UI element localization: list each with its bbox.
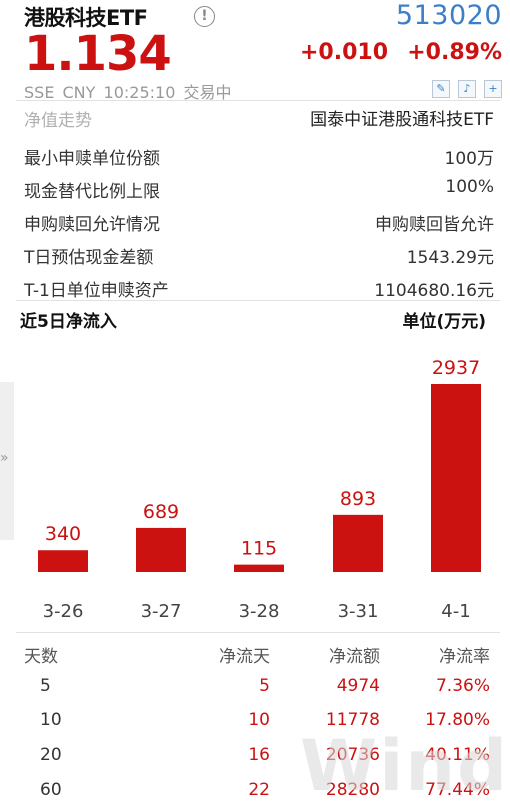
stats-cell-inflow-rate: 7.36% — [435, 676, 490, 696]
row-label-unit-assets: T-1日单位申赎资产 — [24, 281, 169, 301]
flow-unit-label: 单位(万元) — [402, 312, 486, 332]
flow-section-title: 近5日净流入 — [20, 312, 117, 332]
col-header-inflow-rate: 净流率 — [439, 647, 490, 667]
bar-value-label: 115 — [241, 538, 277, 560]
col-header-inflow-amount: 净流额 — [329, 647, 380, 667]
divider — [16, 300, 500, 301]
plus-icon[interactable]: + — [484, 80, 502, 98]
stats-cell-inflow-days: 10 — [248, 710, 270, 730]
row-value-min-unit: 100万 — [444, 149, 494, 169]
stock-code: 513020 — [395, 0, 502, 31]
row-value-cash-ratio: 100% — [445, 177, 494, 197]
row-value-cash-diff: 1543.29元 — [406, 248, 494, 268]
row-label-subscribe-status: 申购赎回允许情况 — [24, 215, 160, 235]
bar-3-26 — [38, 550, 88, 572]
bar-4-1 — [431, 384, 481, 572]
stats-cell-inflow-rate: 77.44% — [425, 780, 490, 800]
bar-value-label: 893 — [340, 488, 376, 510]
price-change: +0.010 — [300, 40, 389, 65]
market-status-line: SSE CNY 10:25:10 交易中 — [24, 83, 232, 102]
bar-3-28 — [234, 564, 284, 572]
wind-watermark: Wind — [300, 725, 510, 807]
stats-cell-inflow-amount: 20736 — [325, 745, 380, 765]
bar-3-27 — [136, 527, 186, 572]
fund-full-name: 国泰中证港股通科技ETF — [310, 110, 494, 130]
stats-cell-days: 5 — [40, 676, 51, 696]
row-value-subscribe-status: 申购赎回皆允许 — [375, 215, 494, 235]
stats-cell-inflow-days: 16 — [248, 745, 270, 765]
stats-cell-days: 20 — [40, 745, 62, 765]
expand-arrow-icon[interactable]: » — [0, 450, 9, 466]
x-tick-label: 4-1 — [441, 601, 470, 622]
stats-cell-inflow-amount: 11778 — [325, 710, 380, 730]
bar-value-label: 689 — [143, 501, 179, 523]
row-value-unit-assets: 1104680.16元 — [374, 281, 494, 301]
nav-trend-link[interactable]: 净值走势 — [24, 111, 92, 131]
stock-name: 港股科技ETF — [24, 6, 148, 30]
divider — [16, 100, 500, 101]
stats-cell-days: 10 — [40, 710, 62, 730]
stats-cell-days: 60 — [40, 780, 62, 800]
stats-cell-inflow-days: 5 — [259, 676, 270, 696]
x-tick-label: 3-31 — [338, 601, 379, 622]
row-label-min-unit: 最小申赎单位份额 — [24, 149, 160, 169]
edit-icon[interactable]: ✎ — [432, 80, 450, 98]
stats-cell-inflow-rate: 40.11% — [425, 745, 490, 765]
stats-cell-inflow-days: 22 — [248, 780, 270, 800]
bar-3-31 — [333, 514, 383, 572]
info-circle-icon[interactable]: ! — [194, 6, 215, 27]
x-tick-label: 3-27 — [141, 601, 182, 622]
bar-value-label: 340 — [45, 523, 81, 545]
divider — [16, 632, 500, 633]
last-price: 1.134 — [24, 26, 172, 82]
stats-cell-inflow-rate: 17.80% — [425, 710, 490, 730]
stats-cell-inflow-amount: 4974 — [336, 676, 380, 696]
col-header-inflow-days: 净流天 — [219, 647, 270, 667]
x-tick-label: 3-26 — [43, 601, 84, 622]
price-change-percent: +0.89% — [407, 40, 502, 65]
side-panel-handle[interactable] — [0, 382, 14, 540]
bell-icon[interactable]: ♪ — [458, 80, 476, 98]
net-inflow-bar-chart: 340 3-26 689 3-27 115 3-28 893 3-31 2937 4-1 — [38, 357, 481, 622]
col-header-days: 天数 — [24, 647, 58, 667]
x-tick-label: 3-28 — [239, 601, 280, 622]
row-label-cash-diff: T日预估现金差额 — [24, 248, 154, 268]
bar-value-label: 2937 — [432, 357, 480, 379]
row-label-cash-ratio: 现金替代比例上限 — [24, 182, 160, 202]
stats-cell-inflow-amount: 28280 — [325, 780, 380, 800]
